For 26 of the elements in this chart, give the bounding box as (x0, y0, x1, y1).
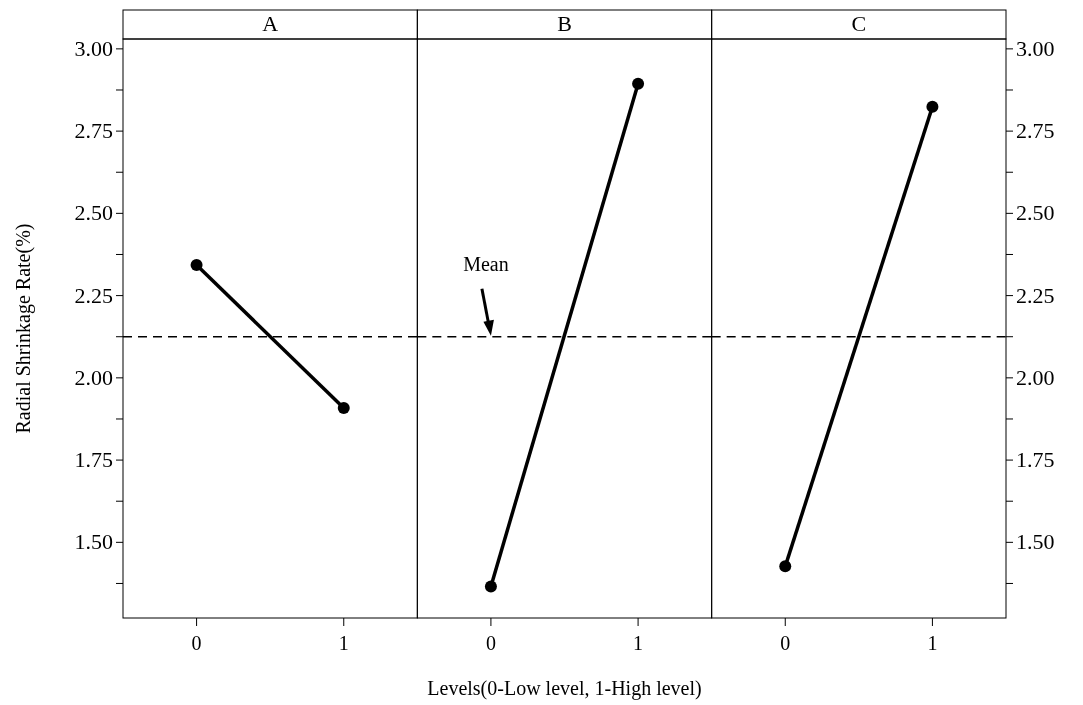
x-tick-label: 1 (927, 632, 938, 654)
x-tick-label: 1 (633, 632, 644, 654)
x-axis-title: Levels(0-Low level, 1-High level) (427, 677, 702, 700)
y2-tick-label: 2.25 (1016, 282, 1055, 308)
chart-title: A (262, 11, 279, 36)
y2-tick-label: 2.50 (1016, 200, 1055, 226)
x-tick-label: 0 (485, 632, 496, 654)
y2-tick-label: 3.00 (1016, 35, 1055, 61)
y2-tick-label: 2.00 (1016, 364, 1055, 390)
y-tick-label: 2.75 (74, 118, 113, 144)
ref-line-label: Mean (463, 252, 509, 275)
y2-tick-label: 1.75 (1016, 447, 1055, 473)
y2-tick-label: 1.50 (1016, 529, 1055, 555)
chart-title: B (557, 11, 572, 36)
y-tick-label: 2.50 (74, 200, 113, 226)
y-tick-label: 1.75 (74, 447, 113, 473)
y-tick-label: 2.25 (74, 282, 113, 308)
y-tick-label: 1.50 (74, 529, 113, 555)
y-tick-label: 2.00 (74, 364, 113, 390)
x-tick-label: 0 (780, 632, 791, 654)
y-axis-title: Radial Shrinkage Rate(%) (12, 223, 35, 434)
x-tick-label: 1 (338, 632, 349, 654)
x-tick-label: 0 (191, 632, 202, 654)
chart-title: C (851, 11, 867, 36)
y-tick-label: 3.00 (74, 35, 113, 61)
y2-tick-label: 2.75 (1016, 118, 1055, 144)
